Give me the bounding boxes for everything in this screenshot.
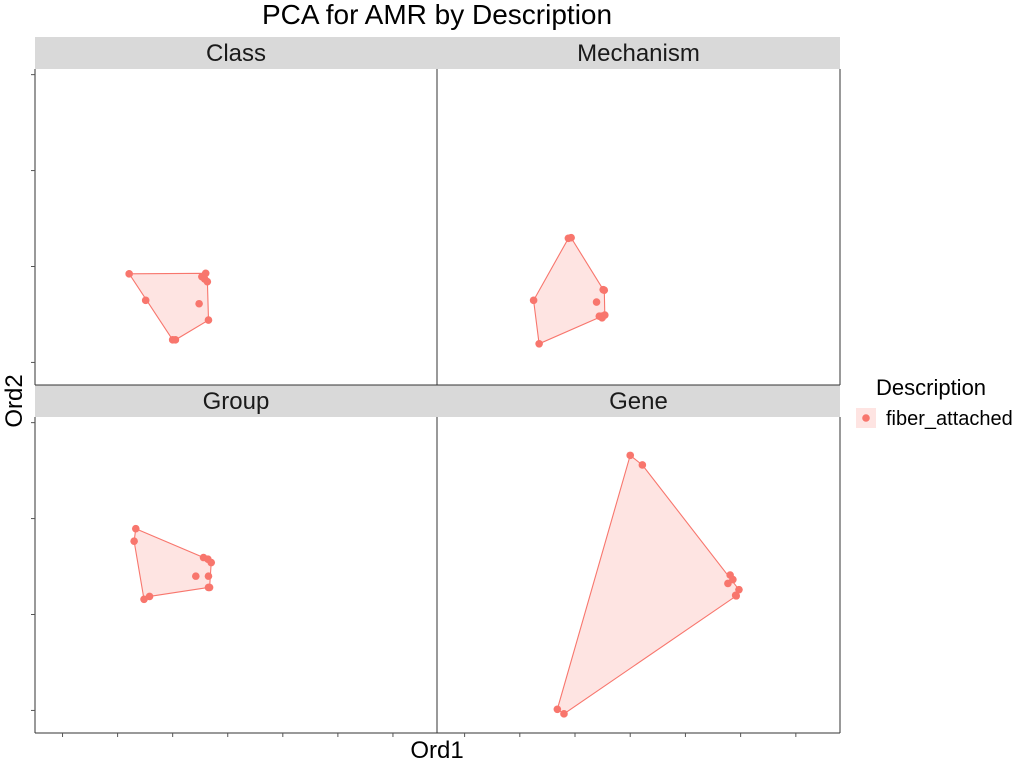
point-class [171, 336, 180, 344]
point-group [205, 583, 214, 592]
point-gene [729, 575, 737, 584]
strip-label-class: Class [206, 40, 266, 67]
legend-label-fiber-attached: fiber_attached [886, 408, 1013, 430]
panel-gene: Gene [437, 385, 840, 718]
point-mechanism [592, 298, 601, 306]
point-mechanism [601, 311, 609, 319]
point-mechanism [535, 340, 543, 348]
axes-layer [31, 69, 841, 737]
point-group [192, 572, 200, 580]
point-mechanism [529, 296, 538, 305]
point-gene [732, 592, 741, 600]
point-gene [626, 451, 635, 460]
chart-title: PCA for AMR by Description [262, 0, 612, 30]
point-class [204, 316, 213, 324]
legend-title: Description [876, 375, 986, 400]
point-gene [553, 705, 562, 714]
strip-label-gene: Gene [609, 388, 668, 415]
strip-class [35, 37, 437, 69]
point-group [204, 572, 213, 580]
hull-gene [556, 454, 740, 715]
point-gene [735, 585, 743, 594]
point-mechanism [600, 286, 609, 295]
strip-label-group: Group [203, 388, 270, 415]
point-class [195, 299, 203, 308]
point-gene [560, 710, 568, 718]
point-mechanism [567, 233, 575, 242]
legend-point-fiber-attached [862, 414, 870, 422]
legend: Description fiber_attached [856, 375, 1013, 430]
point-class [201, 269, 210, 278]
hull-group [133, 527, 212, 601]
point-group [207, 558, 216, 567]
x-axis-label: Ord1 [410, 737, 463, 764]
strip-gene [437, 385, 840, 417]
point-gene [638, 461, 647, 469]
point-class [141, 296, 150, 305]
panels-layer: Class Mechanism Group Gene [35, 37, 840, 718]
panel-mechanism: Mechanism [437, 37, 840, 348]
strip-group [35, 385, 437, 417]
point-group [145, 592, 154, 601]
hull-mechanism [533, 237, 606, 345]
strip-label-mechanism: Mechanism [577, 40, 700, 67]
y-axis-label: Ord2 [1, 374, 28, 427]
point-class [125, 270, 133, 278]
strip-mechanism [437, 37, 840, 69]
point-class [203, 277, 212, 286]
point-group [130, 537, 138, 545]
panel-class: Class [35, 37, 437, 344]
point-group [131, 524, 140, 533]
panel-group: Group [35, 385, 437, 604]
